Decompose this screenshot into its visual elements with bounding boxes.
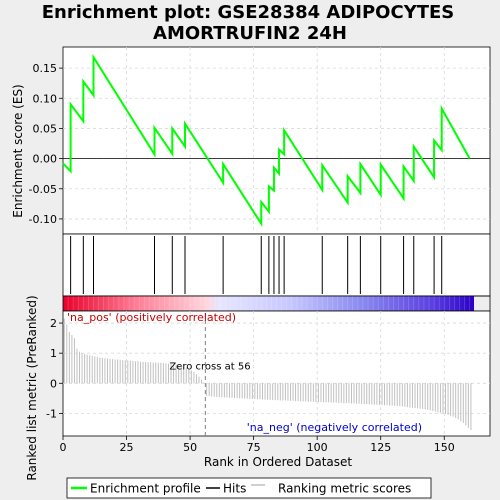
metric-y-tick-label: -1 (46, 407, 57, 420)
metric-y-axis-label: Ranked list metric (PreRanked) (25, 295, 39, 480)
es-y-tick-label: -0.10 (29, 213, 57, 226)
hits-plot-area (62, 233, 491, 297)
pos-correlated-label: 'na_pos' (positively correlated) (67, 311, 236, 324)
metric-y-tick-label: 0 (50, 377, 57, 390)
es-y-tick-label: -0.05 (29, 183, 57, 196)
chart-title-line1: Enrichment plot: GSE28384 ADIPOCYTES (42, 2, 455, 23)
x-tick-label: 125 (370, 441, 391, 454)
es-y-tick-label: 0.05 (33, 122, 58, 135)
chart-title-line2: AMORTRUFIN2 24H (153, 23, 347, 44)
legend-box (66, 477, 432, 499)
legend-enrichment-label: Enrichment profile (90, 482, 201, 496)
x-tick-label: 150 (434, 441, 455, 454)
x-tick-label: 100 (307, 441, 328, 454)
x-tick-label: 25 (120, 441, 134, 454)
es-y-tick-label: 0.15 (33, 62, 58, 75)
neg-correlated-label: 'na_neg' (negatively correlated) (247, 421, 422, 434)
metric-x-ticks: 0 25 50 75 100 125 150 (60, 436, 455, 454)
x-axis-label: Rank in Ordered Dataset (204, 455, 352, 469)
es-panel: -0.10 -0.05 0.00 0.05 0.10 0.15 Enrichment sc… (11, 46, 491, 235)
metric-plot-area (62, 310, 491, 437)
zero-cross-label: Zero cross at 56 (169, 362, 250, 373)
rank-colorbar-fill (63, 296, 474, 311)
hits-panel (62, 233, 491, 297)
rank-colorbar-stripes (62, 296, 470, 311)
es-y-tick-label: 0.00 (33, 153, 58, 166)
rank-colorbar (62, 295, 491, 312)
metric-y-tick-label: 1 (50, 347, 57, 360)
es-plot-area (62, 46, 491, 235)
enrichment-profile-line (62, 53, 471, 228)
metric-gridlines (63, 311, 490, 436)
legend-metric-label: Ranking metric scores (278, 482, 411, 496)
es-y-tick-label: 0.10 (33, 92, 58, 105)
metric-bars (63, 318, 472, 430)
legend: Enrichment profile Hits Ranking metric s… (66, 477, 432, 499)
es-y-axis-label: Enrichment score (ES) (11, 84, 25, 217)
x-tick-label: 0 (60, 441, 67, 454)
x-tick-label: 50 (183, 441, 197, 454)
x-tick-label: 75 (247, 441, 261, 454)
hit-markers (70, 236, 443, 294)
metric-y-ticks: -1 0 1 2 (46, 317, 63, 420)
legend-hits-label: Hits (223, 482, 246, 496)
es-y-ticks: -0.10 -0.05 0.00 0.05 0.10 0.15 (29, 62, 63, 226)
metric-y-tick-label: 2 (50, 317, 57, 330)
